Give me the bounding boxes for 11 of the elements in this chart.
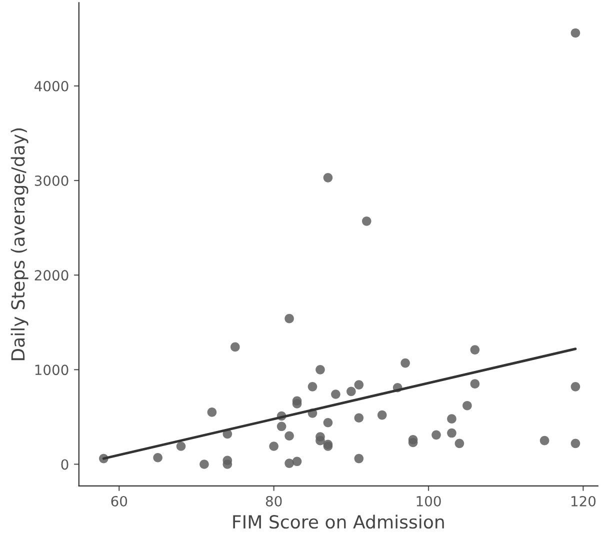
y-tick-label: 3000: [34, 175, 68, 186]
x-tick-label: 80: [266, 496, 282, 506]
x-tick-label: 60: [111, 496, 128, 506]
y-tick-label: 0: [61, 459, 68, 470]
x-tick-label: 100: [416, 496, 441, 506]
x-tick-label: 120: [571, 496, 596, 506]
y-tick-label: 4000: [34, 80, 68, 92]
y-axis-title: Daily Steps (average/day): [10, 128, 28, 360]
y-tick-label: 1000: [35, 364, 68, 376]
y-tick-label: 2000: [34, 270, 68, 281]
x-axis-title: FIM Score on Admission: [233, 514, 444, 529]
